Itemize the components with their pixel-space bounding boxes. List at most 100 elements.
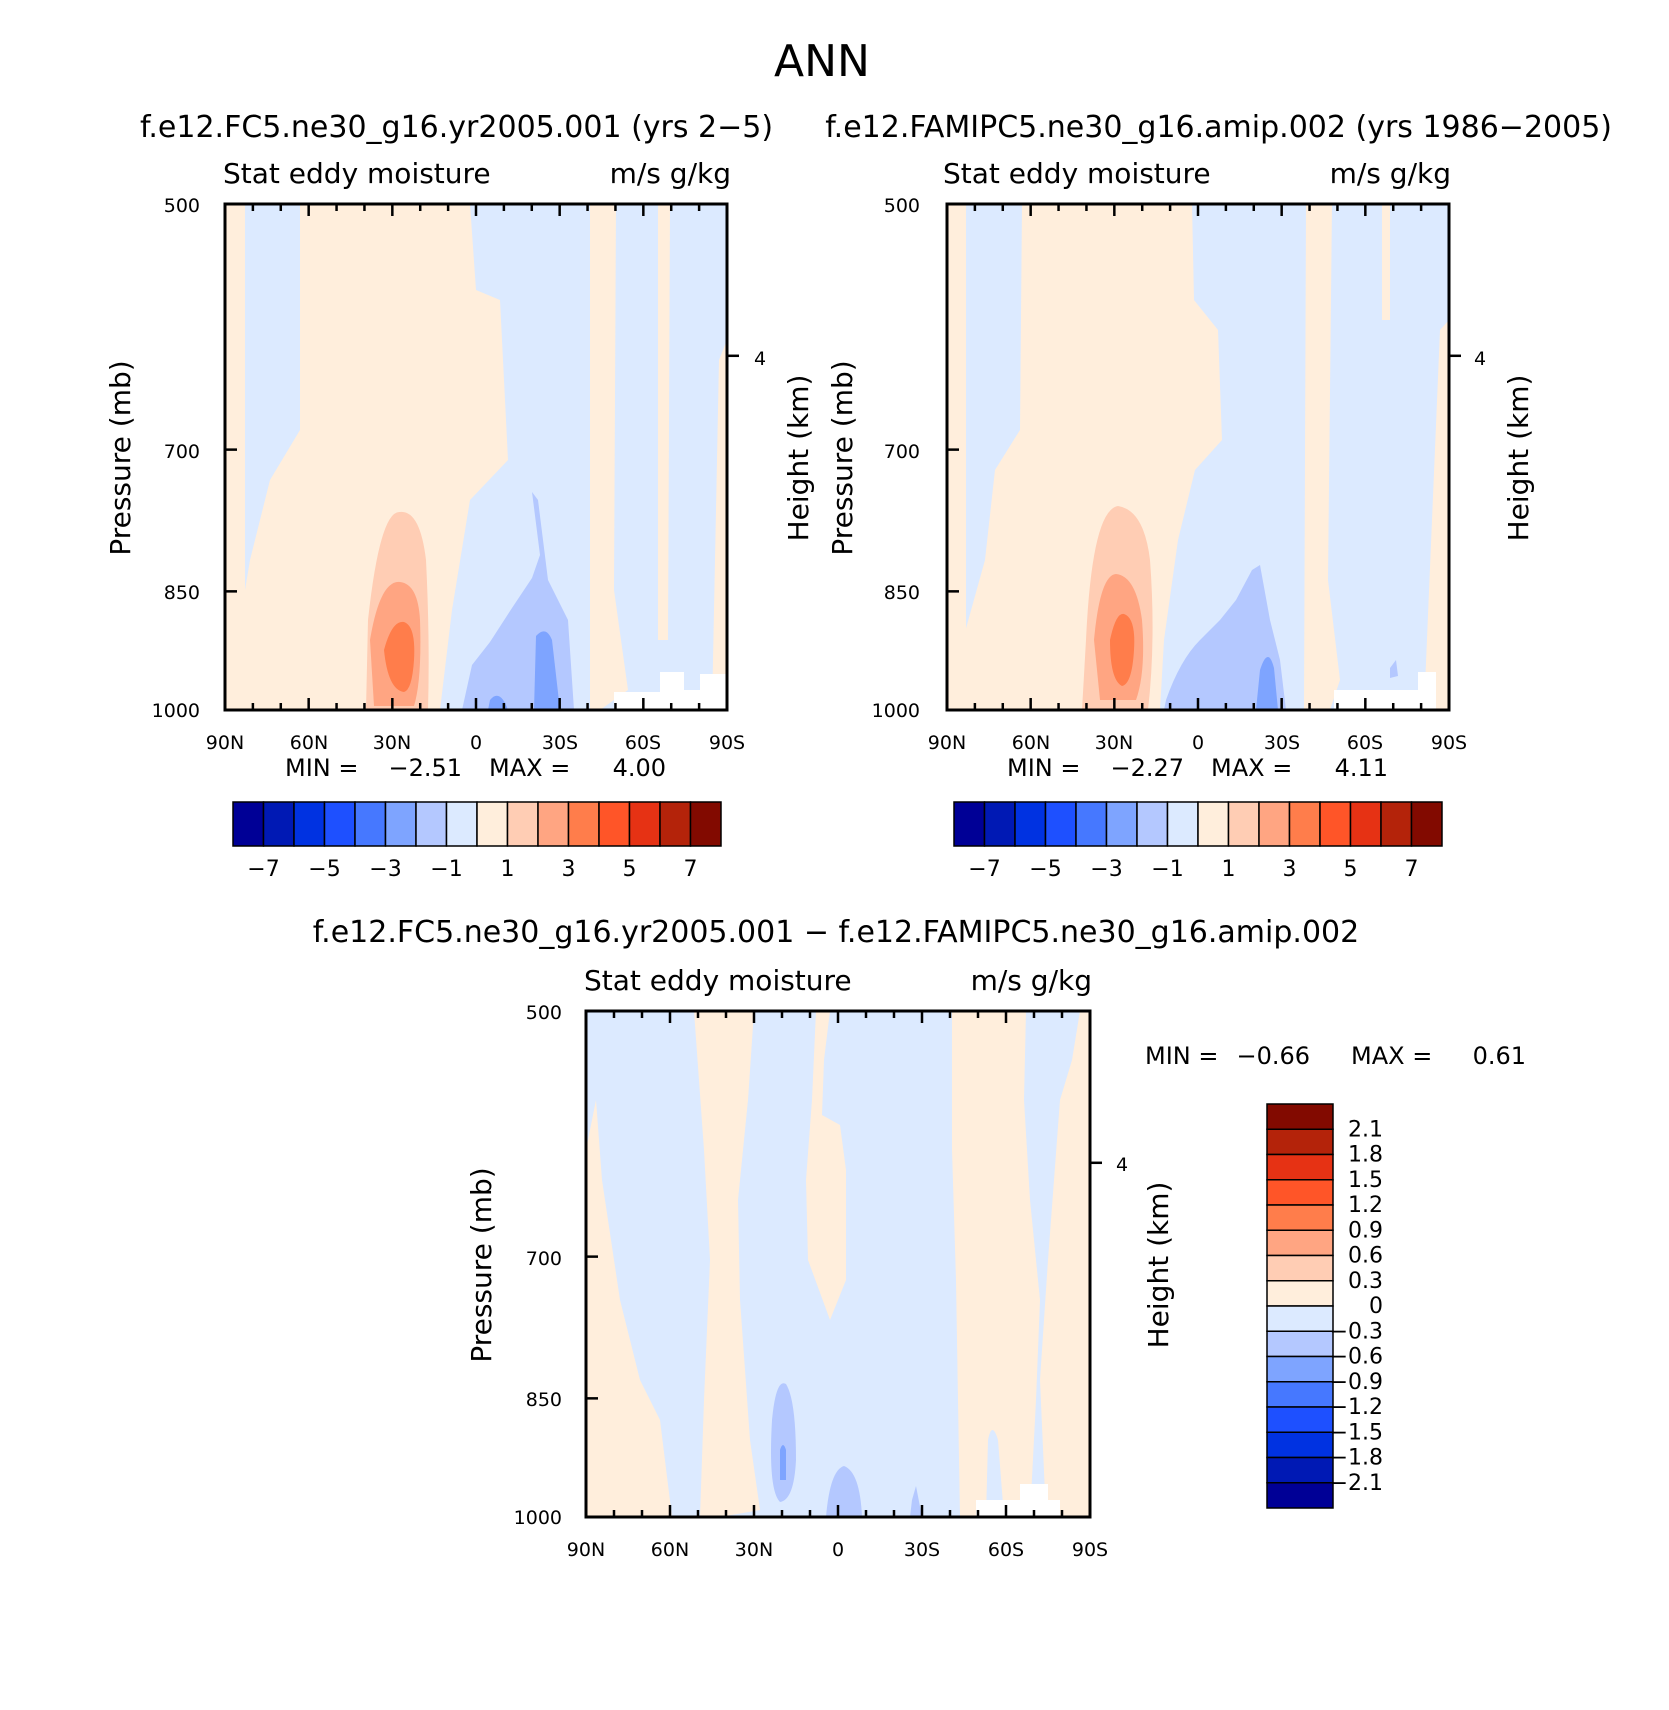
max-label: MAX =	[1211, 754, 1292, 782]
min-label: MIN =	[1145, 1042, 1218, 1070]
colorbar-swatch	[323, 801, 356, 847]
panel-difference-ticks	[584, 1009, 1102, 1519]
xtick-90n: 90N	[567, 1539, 605, 1561]
xtick-60s: 60S	[625, 732, 661, 754]
ytick-1000: 1000	[152, 700, 200, 722]
colorbar-swatch	[1319, 801, 1352, 847]
contour-neg-e	[986, 1430, 1004, 1517]
xtick-30n: 30N	[735, 1539, 773, 1561]
colorbar-tick-label: −3	[1090, 857, 1122, 882]
contour-pos-sh2	[1382, 204, 1390, 320]
panel-obs: f.e12.FAMIPC5.ne30_g16.amip.002 (yrs 198…	[825, 110, 1612, 882]
panel-obs-title: f.e12.FAMIPC5.ne30_g16.amip.002 (yrs 198…	[825, 110, 1612, 145]
yright-tick-4: 4	[754, 348, 766, 370]
colorbar-tick-label: −0.3	[1330, 1319, 1383, 1344]
colorbar-tick-label: 0.3	[1348, 1269, 1383, 1294]
xtick-30s: 30S	[1264, 732, 1300, 754]
y-axis-label: Pressure (mb)	[826, 360, 859, 555]
contour-pos-sh2	[658, 204, 670, 640]
ytick-850: 850	[526, 1389, 562, 1411]
colorbar-swatch	[1266, 1204, 1334, 1231]
xtick-90n: 90N	[928, 732, 966, 754]
panel-obs-units-label: m/s g/kg	[1330, 157, 1451, 190]
ytick-1000: 1000	[872, 700, 920, 722]
ytick-700: 700	[884, 441, 920, 463]
colorbar-swatch	[1266, 1128, 1334, 1156]
panel-difference-contours	[586, 1011, 1090, 1517]
colorbar-swatch	[1380, 801, 1413, 847]
panel-obs-ticks	[945, 202, 1461, 712]
contour-pos-090	[384, 621, 415, 692]
contour-neg-strong	[534, 631, 560, 710]
colorbar-tick-label: −1	[430, 857, 462, 882]
xtick-90s: 90S	[709, 732, 745, 754]
y-right-axis-label: Height (km)	[782, 375, 815, 542]
colorbar-tick-label: 3	[1283, 857, 1297, 882]
ytick-700: 700	[526, 1248, 562, 1270]
colorbar-swatch	[1258, 801, 1291, 847]
ytick-850: 850	[884, 582, 920, 604]
contour-pos-edge	[1040, 1011, 1090, 1517]
colorbar-swatch	[1075, 801, 1108, 847]
colorbar-swatch	[1014, 801, 1047, 847]
colorbar-tick-label: −7	[247, 857, 279, 882]
contour-neg-b	[780, 1445, 786, 1480]
contour-neg-mid	[1164, 565, 1286, 710]
panel-difference-units-label: m/s g/kg	[971, 964, 1092, 997]
xtick-90n: 90N	[206, 732, 244, 754]
contour-pos-sh	[1304, 204, 1340, 710]
panel-model-contours	[225, 204, 727, 710]
colorbar-tick-label: −3	[369, 857, 401, 882]
colorbar-tick-label: 1	[1222, 857, 1236, 882]
panel-obs-contours	[947, 204, 1449, 710]
colorbar-swatch	[1266, 1280, 1334, 1307]
xtick-0: 0	[832, 1539, 844, 1561]
contour-pos-main	[947, 204, 1222, 710]
colorbar-swatch	[1410, 801, 1443, 847]
min-label: MIN =	[1007, 754, 1080, 782]
colorbar-tick-label: 7	[1405, 857, 1419, 882]
colorbar-swatch	[1044, 801, 1077, 847]
contour-missing	[976, 1484, 1060, 1517]
colorbar-tick-label: 1.5	[1348, 1168, 1383, 1193]
figure-title: ANN	[774, 36, 870, 87]
panel-model-variable-label: Stat eddy moisture	[223, 157, 491, 190]
colorbar-swatch	[537, 801, 570, 847]
y-right-axis-label: Height (km)	[1502, 375, 1535, 542]
colorbar-swatch	[1266, 1229, 1334, 1257]
colorbar-swatch	[689, 801, 722, 847]
ytick-1000: 1000	[514, 1507, 562, 1529]
contour-neg-a	[771, 1383, 796, 1502]
colorbar-tick-label: −1.2	[1330, 1395, 1383, 1420]
colorbar-swatch	[354, 801, 387, 847]
colorbar-tick-label: −1.8	[1330, 1446, 1383, 1471]
colorbar-tick-label: 5	[1344, 857, 1358, 882]
colorbar-swatch	[1136, 801, 1169, 847]
xtick-30n: 30N	[1095, 732, 1133, 754]
panel-model-title: f.e12.FC5.ne30_g16.yr2005.001 (yrs 2−5)	[140, 110, 773, 145]
xtick-60n: 60N	[1012, 732, 1050, 754]
panel-model: f.e12.FC5.ne30_g16.yr2005.001 (yrs 2−5) …	[104, 110, 815, 882]
colorbar-swatch	[506, 801, 539, 847]
colorbar-tick-label: −0.9	[1330, 1370, 1383, 1395]
contour-neg-strong	[1256, 656, 1278, 710]
ytick-500: 500	[164, 195, 200, 217]
contour-pos-band3	[806, 1011, 846, 1320]
panel-model-ticks	[223, 202, 739, 712]
xtick-60s: 60S	[988, 1539, 1024, 1561]
colorbar-tick-label: 0	[1369, 1294, 1383, 1319]
colorbar-swatch	[1266, 1482, 1334, 1509]
min-value: −0.66	[1236, 1042, 1310, 1070]
y-right-axis-label: Height (km)	[1142, 1182, 1175, 1349]
colorbar-swatch	[1266, 1406, 1334, 1433]
panel-difference: f.e12.FC5.ne30_g16.yr2005.001 − f.e12.FA…	[313, 915, 1526, 1561]
yright-tick-4: 4	[1116, 1154, 1128, 1176]
min-label: MIN =	[285, 754, 358, 782]
colorbar-tick-label: 7	[684, 857, 698, 882]
colorbar-swatch	[659, 801, 692, 847]
contour-pos-band2	[694, 1011, 760, 1517]
colorbar-swatch	[1266, 1305, 1334, 1332]
colorbar-swatch	[628, 801, 661, 847]
colorbar-swatch	[1266, 1179, 1334, 1206]
